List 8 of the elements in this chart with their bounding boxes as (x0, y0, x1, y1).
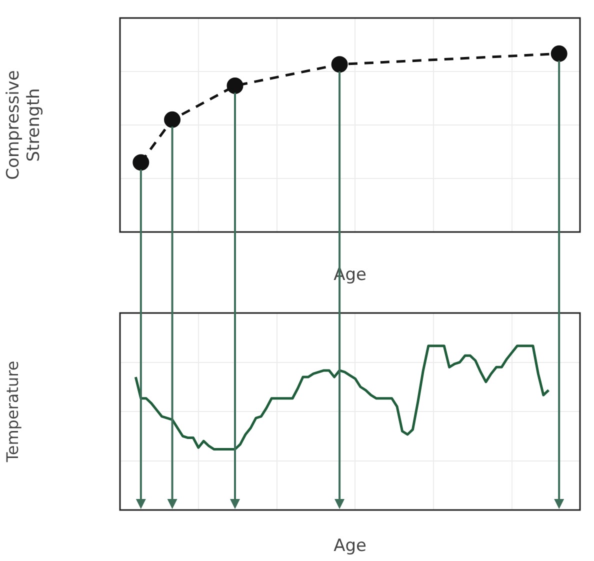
point (132, 154, 150, 171)
y-axis-title: Compressive Strength (4, 70, 44, 180)
point (226, 78, 244, 94)
x-axis-title: Age (334, 536, 366, 556)
point (550, 45, 568, 62)
y-axis-title: Temperature (2, 360, 22, 464)
point (331, 56, 348, 73)
point (164, 111, 181, 128)
